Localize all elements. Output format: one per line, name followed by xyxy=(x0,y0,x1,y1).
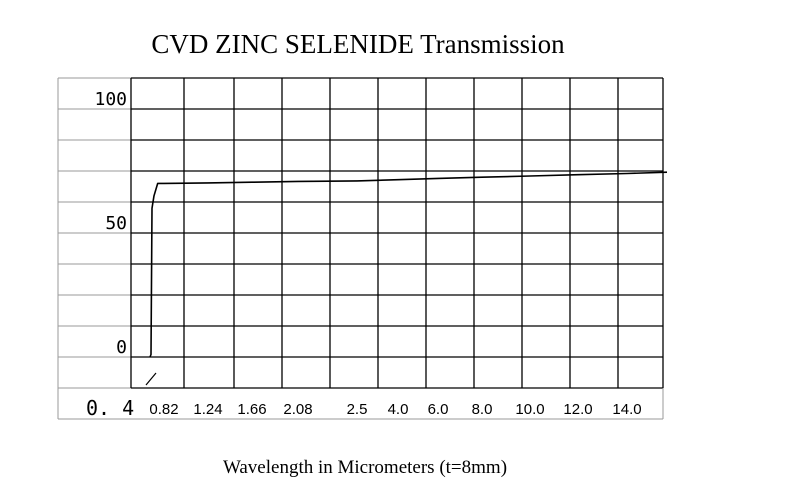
x-tick-label: 12.0 xyxy=(563,401,592,418)
y-tick-label: 100 xyxy=(94,89,127,110)
x-axis-origin-label: 0. 4 xyxy=(86,396,134,420)
x-tick-label: 2.5 xyxy=(347,401,368,418)
x-tick-label: 2.08 xyxy=(283,401,312,418)
x-tick-label: 1.66 xyxy=(237,401,266,418)
y-tick-label: 0 xyxy=(116,337,127,358)
y-tick-label: 50 xyxy=(105,213,127,234)
x-tick-label: 4.0 xyxy=(388,401,409,418)
chart-title: CVD ZINC SELENIDE Transmission xyxy=(151,29,565,59)
transmission-curve xyxy=(149,171,668,358)
x-tick-label: 6.0 xyxy=(428,401,449,418)
y-axis-ticks: 100 50 0 xyxy=(94,89,127,358)
x-axis-label: Wavelength in Micrometers (t=8mm) xyxy=(223,457,507,478)
curve-start-mark xyxy=(145,372,157,386)
x-tick-label: 14.0 xyxy=(612,401,641,418)
grid xyxy=(57,77,664,420)
x-tick-label: 10.0 xyxy=(515,401,544,418)
series-group xyxy=(145,171,668,386)
x-tick-label: 0.82 xyxy=(149,401,178,418)
x-tick-label: 8.0 xyxy=(472,401,493,418)
x-tick-label: 1.24 xyxy=(193,401,222,418)
x-axis-ticks: 0.82 1.24 1.66 2.08 2.5 4.0 6.0 8.0 10.0 12.0 14.0 xyxy=(149,401,641,418)
